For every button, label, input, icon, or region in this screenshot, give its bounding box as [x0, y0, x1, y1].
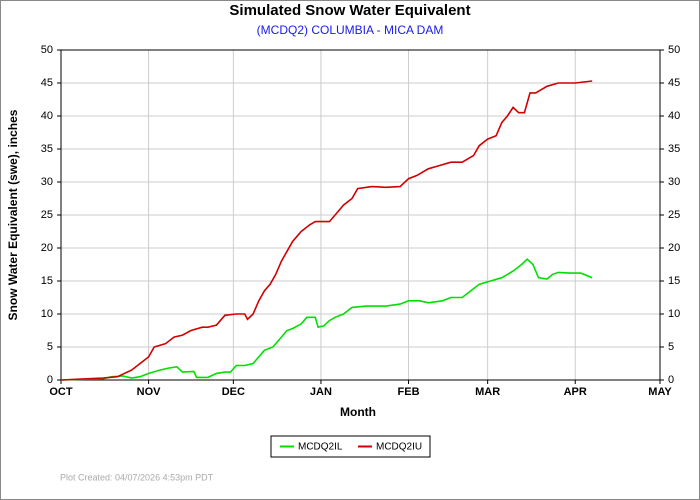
y-tick-label: 30 [41, 176, 53, 188]
x-tick-label: FEB [398, 386, 420, 398]
y2-tick-label: 10 [668, 308, 680, 320]
x-tick-label: OCT [49, 386, 73, 398]
y2-tick-label: 30 [668, 176, 680, 188]
y-tick-label: 5 [47, 341, 53, 353]
y-tick-label: 25 [41, 209, 53, 221]
chart-title: Simulated Snow Water Equivalent [229, 2, 470, 19]
series-line [60, 80, 593, 381]
footer: Plot Created: 04/07/2026 4:53pm PDT [60, 472, 214, 482]
legend-label: MCDQ2IL [298, 442, 343, 453]
y2-tick-label: 40 [668, 110, 680, 122]
y-tick-label: 15 [41, 275, 53, 287]
y2-tick-label: 20 [668, 242, 680, 254]
y-axis-label: Snow Water Equivalent (swe), inches [6, 109, 20, 320]
y-tick-label: 40 [41, 110, 53, 122]
x-tick-label: DEC [222, 386, 245, 398]
y-tick-label: 10 [41, 308, 53, 320]
y2-tick-label: 35 [668, 143, 680, 155]
x-tick-label: JAN [310, 386, 332, 398]
y2-tick-label: 0 [668, 374, 674, 386]
x-tick-label: APR [564, 386, 587, 398]
y2-tick-label: 50 [668, 44, 680, 56]
x-tick-label: MAR [475, 386, 500, 398]
x-tick-label: NOV [137, 386, 162, 398]
plot-border [60, 49, 661, 381]
chart-subtitle: (MCDQ2) COLUMBIA - MICA DAM [257, 23, 444, 37]
y2-tick-label: 25 [668, 209, 680, 221]
y2-tick-label: 45 [668, 77, 680, 89]
x-tick-label: MAY [648, 386, 672, 398]
y-tick-label: 20 [41, 242, 53, 254]
y2-tick-label: 15 [668, 275, 680, 287]
x-axis-label: Month [340, 405, 376, 419]
y-tick-label: 50 [41, 44, 53, 56]
series-line [60, 258, 593, 381]
legend-label: MCDQ2IU [376, 442, 422, 453]
y-tick-label: 0 [47, 374, 53, 386]
y2-tick-label: 5 [668, 341, 674, 353]
y-tick-label: 45 [41, 77, 53, 89]
legend-box [270, 435, 431, 458]
y-tick-label: 35 [41, 143, 53, 155]
